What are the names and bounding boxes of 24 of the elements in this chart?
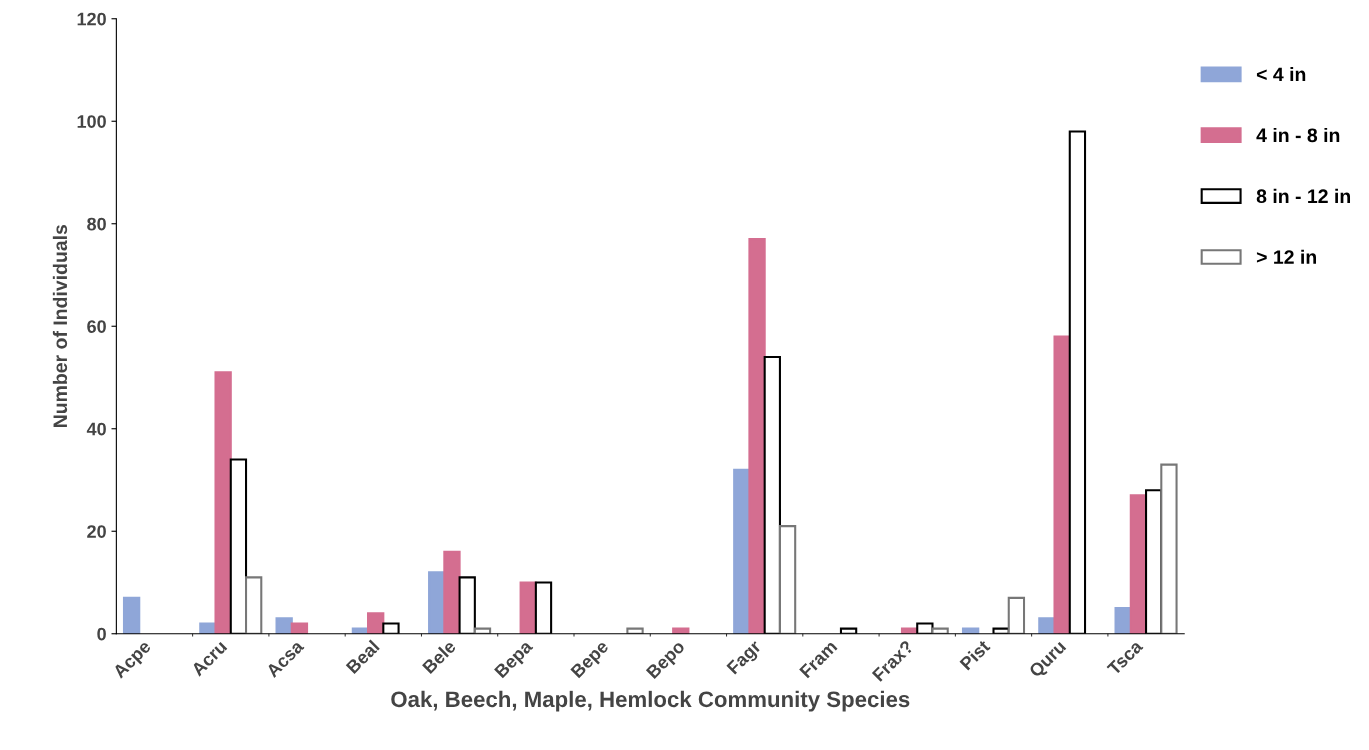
y-axis-title: Number of Individuals: [52, 224, 68, 428]
bar: [443, 550, 461, 634]
bar: [748, 238, 766, 634]
bar: [214, 371, 232, 634]
y-tick-label: 0: [97, 627, 106, 641]
bar: [1053, 335, 1071, 634]
y-tick-label: 20: [87, 525, 106, 538]
y-tick-label: 80: [87, 217, 106, 231]
x-axis-title: Oak, Beech, Maple, Hemlock Community Species: [391, 690, 910, 712]
y-tick-label: 40: [86, 422, 106, 436]
bar: [122, 596, 141, 634]
legend-label: 8 in - 12 in: [1256, 188, 1351, 204]
bar: [275, 617, 293, 634]
bar: [290, 622, 309, 634]
bar: [1114, 607, 1132, 634]
legend-label: < 4 in: [1256, 67, 1306, 82]
legend-label: > 12 in: [1256, 249, 1316, 264]
x-tick-label: Pist: [959, 638, 991, 671]
y-tick-label: 120: [77, 12, 106, 26]
bar: [367, 612, 385, 634]
y-tick-label: 100: [77, 115, 106, 128]
y-tick-label: 60: [87, 320, 106, 333]
x-tick-label: Tsca: [1106, 639, 1144, 676]
legend-label: 4 in - 8 in: [1256, 127, 1340, 143]
